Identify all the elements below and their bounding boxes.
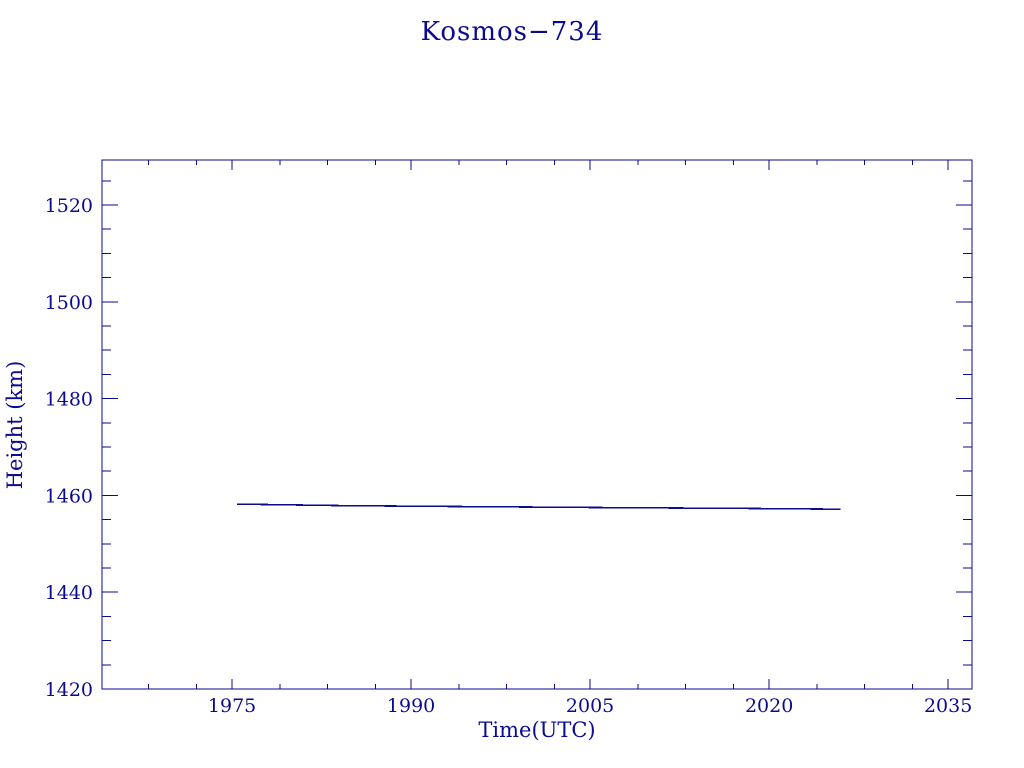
chart-title: Kosmos−734 <box>420 17 604 47</box>
x-tick-label: 2035 <box>924 695 972 717</box>
x-axis-label: Time(UTC) <box>478 718 596 742</box>
y-tick-label: 1440 <box>45 582 93 604</box>
y-tick-label: 1500 <box>45 292 93 314</box>
height-line <box>236 503 841 510</box>
y-tick-label: 1520 <box>45 195 93 217</box>
x-tick-label: 2005 <box>566 695 614 717</box>
y-tick-label: 1460 <box>45 485 93 507</box>
plot-frame <box>101 159 973 690</box>
x-tick-label: 1975 <box>208 695 256 717</box>
y-tick-label: 1480 <box>45 389 93 411</box>
x-tick-label: 1990 <box>387 695 435 717</box>
x-tick-label: 2020 <box>745 695 793 717</box>
y-tick-label: 1420 <box>45 679 93 701</box>
